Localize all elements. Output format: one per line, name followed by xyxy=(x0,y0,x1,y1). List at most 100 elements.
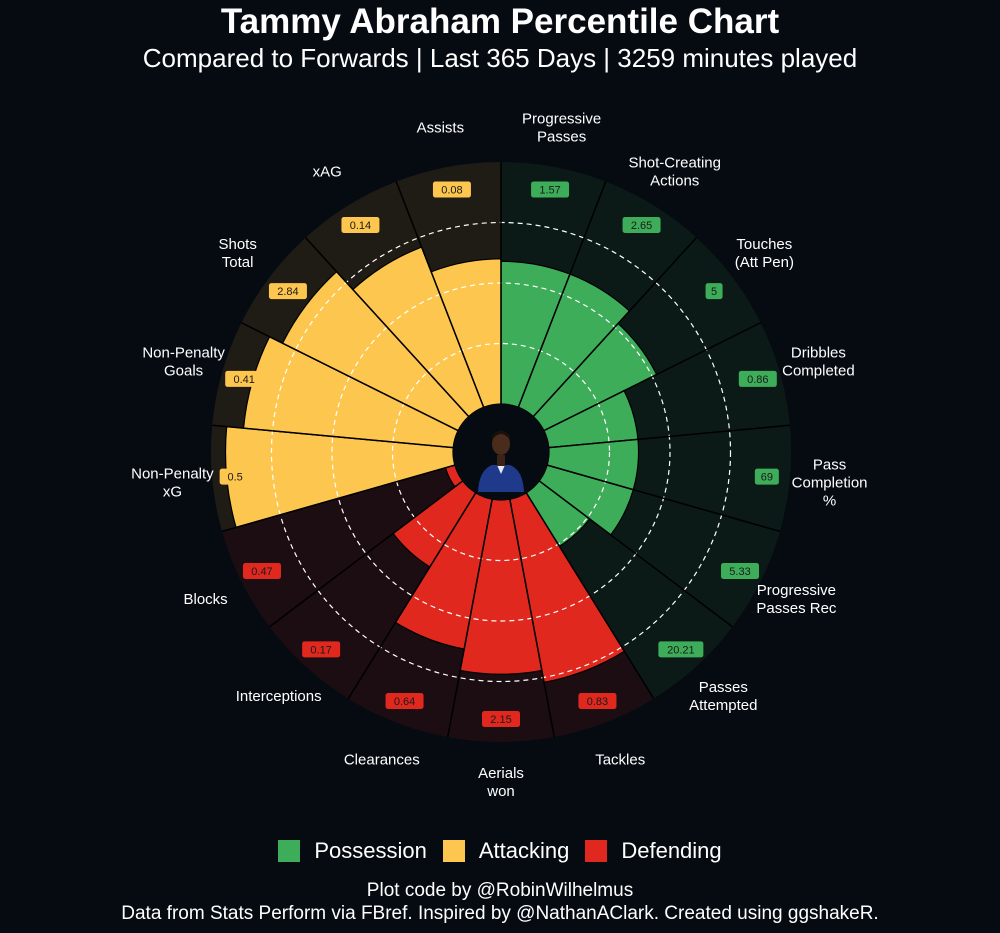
value-text: 0.08 xyxy=(441,185,462,197)
legend-swatch-defending xyxy=(585,840,608,862)
sector-divider xyxy=(305,237,470,418)
value-text: 0.86 xyxy=(747,374,768,386)
value-box xyxy=(705,283,723,300)
credit-line-1: Plot code by @RobinWilhelmus xyxy=(366,880,634,901)
value-box xyxy=(302,641,341,658)
value-text: 5 xyxy=(711,286,717,298)
category-label-assists: Assists xyxy=(417,120,465,137)
value-text: 1.57 xyxy=(539,185,560,197)
value-box xyxy=(432,181,471,198)
value-label-shots-total: 2.84 xyxy=(268,283,307,300)
sector-divider xyxy=(548,424,790,449)
value-box xyxy=(225,370,264,387)
value-text: 2.65 xyxy=(631,220,652,232)
category-label-aerials-won: Aerials won xyxy=(478,765,524,800)
value-box xyxy=(658,641,704,658)
value-text: 20.21 xyxy=(667,644,695,656)
value-label-assists: 0.08 xyxy=(432,181,471,198)
value-text: 0.47 xyxy=(251,566,272,578)
category-label-non-penalty-xg: Non-Penalty xG xyxy=(131,465,214,500)
value-label-dribbles-completed: 0.86 xyxy=(738,370,777,387)
player-photo xyxy=(478,430,524,492)
value-box xyxy=(219,468,251,485)
gridline-25 xyxy=(391,342,611,562)
sector-divider xyxy=(241,322,459,432)
sector-divider xyxy=(546,464,781,533)
category-label-shot-creating-actions: Shot-Creating Actions xyxy=(628,154,721,189)
value-label-touches-att-pen: 5 xyxy=(705,283,723,300)
sector-divider xyxy=(212,424,454,449)
value-label-non-penalty-xg: 0.5 xyxy=(219,468,251,485)
value-label-aerials-won: 2.15 xyxy=(482,711,520,727)
bar-non-penalty-xg xyxy=(224,425,456,529)
value-label-xag: 0.14 xyxy=(341,216,380,233)
sector-divider xyxy=(517,181,607,408)
value-box xyxy=(531,181,570,198)
legend-item-defending: Defending xyxy=(585,838,722,864)
value-text: 0.64 xyxy=(394,696,415,708)
category-label-non-penalty-goals: Non-Penalty Goals xyxy=(142,345,225,380)
sector-divider xyxy=(395,181,485,408)
category-label-tackles: Tackles xyxy=(595,752,645,769)
sector-divider xyxy=(509,499,556,738)
legend-label-defending: Defending xyxy=(621,838,722,863)
value-text: 0.83 xyxy=(587,696,608,708)
category-label-blocks: Blocks xyxy=(184,591,228,608)
value-text: 0.5 xyxy=(227,472,242,484)
sector-divider xyxy=(543,322,761,432)
value-label-non-penalty-goals: 0.41 xyxy=(225,370,264,387)
value-label-blocks: 0.47 xyxy=(242,563,281,580)
chart-title: Tammy Abraham Percentile Chart xyxy=(220,2,780,41)
value-label-tackles: 0.83 xyxy=(578,692,617,709)
legend-label-attacking: Attacking xyxy=(478,838,570,863)
value-box xyxy=(578,692,617,709)
category-label-pass-completion: Pass Completion% xyxy=(792,456,868,509)
value-text: 2.15 xyxy=(490,714,511,726)
value-label-shot-creating-actions: 2.65 xyxy=(622,216,661,233)
value-box xyxy=(385,692,424,709)
legend-swatch-attacking xyxy=(442,840,465,862)
value-box xyxy=(268,283,307,300)
sector-divider xyxy=(269,480,464,628)
chart-subtitle: Compared to Forwards | Last 365 Days | 3… xyxy=(142,43,858,73)
value-text: 0.17 xyxy=(310,644,331,656)
value-label-pass-completion: 69 xyxy=(754,468,779,485)
sector-divider xyxy=(525,492,655,699)
legend-swatch-possession xyxy=(278,840,301,862)
value-text: 5.33 xyxy=(729,566,750,578)
sector-divider xyxy=(446,499,493,738)
value-box xyxy=(738,370,777,387)
sector-divider xyxy=(538,480,733,628)
value-label-progressive-passes: 1.57 xyxy=(531,181,570,198)
sector-divider xyxy=(347,492,477,699)
sector-divider xyxy=(221,464,456,533)
value-text: 2.84 xyxy=(277,286,298,298)
credit-line-2: Data from Stats Perform via FBref. Inspi… xyxy=(121,903,879,924)
value-label-passes-attempted: 20.21 xyxy=(658,641,704,658)
value-label-interceptions: 0.17 xyxy=(302,641,341,658)
value-box xyxy=(721,563,760,580)
category-label-progressive-passes: Progressive Passes xyxy=(522,111,601,146)
value-text: 0.41 xyxy=(233,374,254,386)
value-box xyxy=(622,216,661,233)
value-label-progressive-passes-rec: 5.33 xyxy=(721,563,760,580)
value-box xyxy=(242,563,281,580)
category-label-clearances: Clearances xyxy=(344,752,420,769)
value-box xyxy=(482,711,520,727)
legend-item-possession: Possession xyxy=(278,838,427,864)
category-label-xag: xAG xyxy=(313,163,342,180)
value-box xyxy=(754,468,779,485)
value-label-clearances: 0.64 xyxy=(385,692,424,709)
value-text: 0.14 xyxy=(350,220,371,232)
category-label-interceptions: Interceptions xyxy=(236,688,322,705)
bg-sector-blocks xyxy=(222,465,463,627)
legend-item-attacking: Attacking xyxy=(442,838,570,864)
category-label-touches-att-pen: Touches (Att Pen) xyxy=(735,236,794,271)
category-label-dribbles-completed: Dribbles Completed xyxy=(782,345,855,380)
category-label-progressive-passes-rec: Progressive Passes Rec xyxy=(756,582,837,617)
sector-divider xyxy=(532,237,697,418)
category-label-passes-attempted: Passes Attempted xyxy=(689,679,757,714)
legend-label-possession: Possession xyxy=(314,838,427,863)
legend: Possession Attacking Defending xyxy=(0,838,1000,864)
